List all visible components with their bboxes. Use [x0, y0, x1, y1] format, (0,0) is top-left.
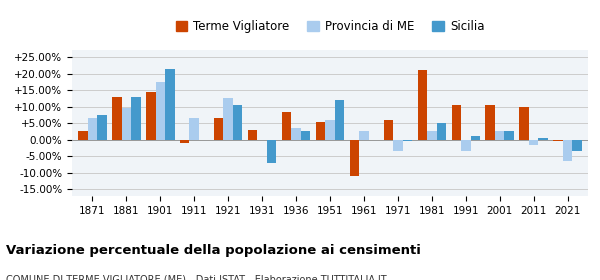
Bar: [393, 140, 403, 151]
Bar: [563, 140, 572, 161]
Bar: [223, 98, 233, 140]
Bar: [180, 140, 190, 143]
Bar: [122, 108, 131, 140]
Bar: [495, 132, 505, 140]
Bar: [553, 140, 563, 141]
Bar: [383, 120, 393, 140]
Text: COMUNE DI TERME VIGLIATORE (ME) - Dati ISTAT - Elaborazione TUTTITALIA.IT: COMUNE DI TERME VIGLIATORE (ME) - Dati I…: [6, 274, 386, 280]
Bar: [146, 92, 155, 140]
Bar: [437, 123, 446, 140]
Bar: [461, 140, 470, 151]
Bar: [97, 115, 107, 140]
Bar: [131, 97, 140, 140]
Bar: [267, 140, 277, 163]
Bar: [282, 112, 291, 140]
Bar: [190, 118, 199, 140]
Bar: [350, 140, 359, 176]
Bar: [233, 105, 242, 140]
Bar: [155, 82, 165, 140]
Text: Variazione percentuale della popolazione ai censimenti: Variazione percentuale della popolazione…: [6, 244, 421, 256]
Bar: [325, 120, 335, 140]
Bar: [248, 130, 257, 140]
Bar: [403, 140, 412, 141]
Bar: [165, 69, 175, 140]
Bar: [418, 70, 427, 140]
Bar: [572, 140, 582, 151]
Bar: [78, 132, 88, 140]
Bar: [88, 118, 97, 140]
Bar: [427, 132, 437, 140]
Bar: [452, 105, 461, 140]
Bar: [335, 100, 344, 140]
Bar: [316, 122, 325, 140]
Bar: [505, 132, 514, 140]
Bar: [301, 132, 310, 140]
Bar: [520, 107, 529, 140]
Bar: [112, 97, 122, 140]
Bar: [538, 138, 548, 140]
Bar: [485, 105, 495, 140]
Legend: Terme Vigliatore, Provincia di ME, Sicilia: Terme Vigliatore, Provincia di ME, Sicil…: [171, 15, 489, 38]
Bar: [470, 136, 480, 140]
Bar: [214, 118, 223, 140]
Bar: [529, 140, 538, 145]
Bar: [359, 132, 369, 140]
Bar: [291, 128, 301, 140]
